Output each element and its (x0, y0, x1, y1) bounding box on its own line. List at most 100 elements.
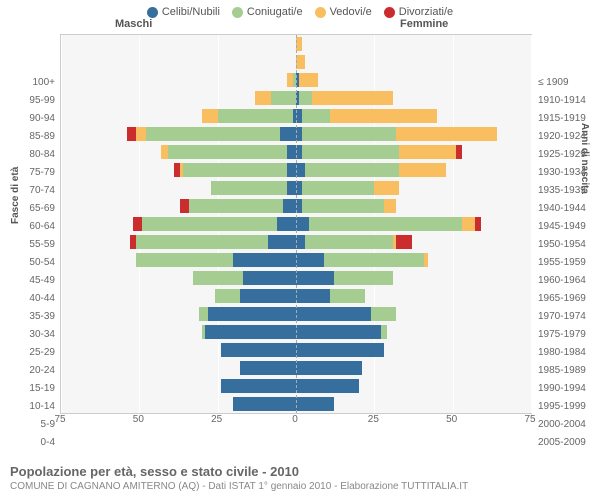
birth-year-label: 1990-1994 (538, 380, 600, 398)
x-tick-label: 75 (524, 414, 535, 425)
bar-segment-female (296, 271, 334, 285)
bar-segment-female (302, 181, 374, 195)
plot-area (60, 34, 532, 414)
birth-year-label: 1910-1914 (538, 92, 600, 110)
age-label: 100+ (0, 74, 55, 92)
bar-segment-male (215, 289, 240, 303)
legend-label: Vedovi/e (330, 6, 372, 18)
x-tick-label: 25 (211, 414, 222, 425)
bar-segment-male (271, 91, 296, 105)
bar-segment-female (296, 343, 384, 357)
bar-segment-female (299, 73, 318, 87)
bar-segment-female (396, 127, 496, 141)
birth-year-label: 1985-1989 (538, 362, 600, 380)
bar-segment-female (299, 91, 312, 105)
bar-segment-female (330, 109, 437, 123)
bar-segment-male (218, 109, 293, 123)
legend: Celibi/Nubili Coniugati/e Vedovi/e Divorzia… (0, 0, 600, 18)
bar-segment-male (208, 307, 296, 321)
bar-segment-male (130, 235, 136, 249)
bar-segment-female (381, 325, 387, 339)
bar-segment-female (296, 163, 305, 177)
age-label: 70-74 (0, 182, 55, 200)
bar-segment-female (302, 109, 330, 123)
age-label: 50-54 (0, 254, 55, 272)
birth-year-label: 1995-1999 (538, 398, 600, 416)
x-tick-label: 0 (292, 414, 298, 425)
age-label: 90-94 (0, 110, 55, 128)
bar-segment-male (233, 397, 296, 411)
bar-segment-male (146, 127, 281, 141)
birth-year-label: 1965-1969 (538, 290, 600, 308)
chart-container: Celibi/Nubili Coniugati/e Vedovi/e Divorzia… (0, 0, 600, 500)
x-tick-label: 50 (133, 414, 144, 425)
age-label: 20-24 (0, 362, 55, 380)
x-tick-label: 75 (54, 414, 65, 425)
bar-segment-female (424, 253, 427, 267)
age-label: 95-99 (0, 92, 55, 110)
birth-year-label: ≤ 1909 (538, 74, 600, 92)
bar-segment-female (296, 253, 324, 267)
x-tick-label: 50 (446, 414, 457, 425)
bar-segment-female (296, 217, 309, 231)
bar-segment-female (462, 217, 475, 231)
bar-segment-female (399, 145, 455, 159)
bar-segment-male (277, 217, 296, 231)
birth-year-label: 1950-1954 (538, 236, 600, 254)
legend-label: Divorziati/e (399, 6, 453, 18)
bar-segment-female (396, 235, 412, 249)
birth-year-label: 1960-1964 (538, 272, 600, 290)
age-label: 15-19 (0, 380, 55, 398)
bar-segment-male (243, 271, 296, 285)
bar-segment-male (199, 307, 208, 321)
bar-segment-male (136, 127, 145, 141)
bar-segment-female (296, 235, 305, 249)
bar-segment-male (136, 235, 268, 249)
bar-segment-male (233, 253, 296, 267)
bar-segment-female (399, 163, 446, 177)
bar-segment-male (136, 253, 233, 267)
legend-label: Celibi/Nubili (162, 6, 220, 18)
bar-segment-female (302, 145, 399, 159)
bar-segment-male (240, 289, 296, 303)
bar-segment-male (183, 163, 286, 177)
bar-segment-male (161, 145, 167, 159)
x-axis-labels: 7550250255075 (60, 414, 530, 428)
age-label: 5-9 (0, 416, 55, 434)
bar-segment-male (280, 127, 296, 141)
bar-segment-male (287, 181, 296, 195)
birth-year-label: 1915-1919 (538, 110, 600, 128)
header-male: Maschi (115, 18, 152, 30)
bar-segment-female (296, 55, 305, 69)
legend-swatch (232, 7, 243, 18)
age-label: 85-89 (0, 128, 55, 146)
birth-year-label: 1925-1929 (538, 146, 600, 164)
age-label: 80-84 (0, 146, 55, 164)
birth-year-label: 1940-1944 (538, 200, 600, 218)
birth-year-label: 1920-1924 (538, 128, 600, 146)
bar-segment-female (312, 91, 393, 105)
bar-segment-female (475, 217, 481, 231)
bar-segment-female (296, 397, 334, 411)
age-label: 25-29 (0, 344, 55, 362)
x-tick-label: 25 (368, 414, 379, 425)
chart-title: Popolazione per età, sesso e stato civil… (10, 464, 590, 479)
birth-year-label: 2005-2009 (538, 434, 600, 452)
bar-segment-female (296, 307, 371, 321)
bar-segment-female (374, 181, 399, 195)
age-label: 0-4 (0, 434, 55, 452)
bar-segment-male (189, 199, 283, 213)
bar-segment-female (302, 199, 383, 213)
chart-footer: Popolazione per età, sesso e stato civil… (10, 464, 590, 492)
bar-segment-male (283, 199, 296, 213)
header-female: Femmine (400, 18, 448, 30)
age-label: 45-49 (0, 272, 55, 290)
age-label: 75-79 (0, 164, 55, 182)
age-label: 65-69 (0, 200, 55, 218)
age-label: 40-44 (0, 290, 55, 308)
age-label: 30-34 (0, 326, 55, 344)
age-label: 10-14 (0, 398, 55, 416)
bar-segment-female (296, 361, 362, 375)
legend-item: Coniugati/e (232, 6, 303, 18)
bar-segment-female (309, 217, 463, 231)
